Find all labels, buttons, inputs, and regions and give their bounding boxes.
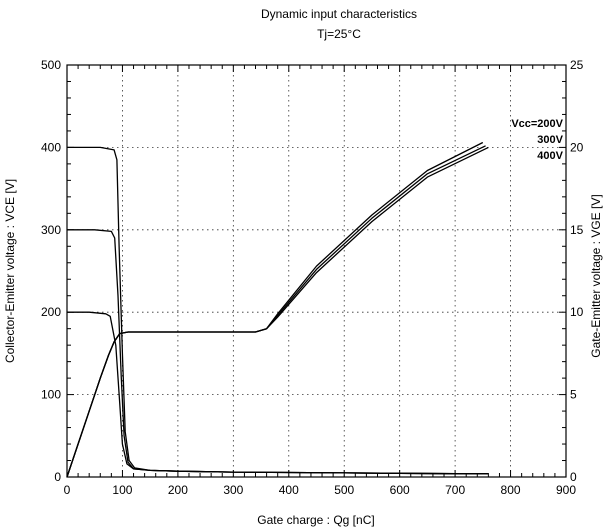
vce-curve-0 [67, 311, 489, 475]
vge-curve-4 [66, 145, 486, 478]
y-left-tick-label: 200 [41, 305, 61, 319]
x-tick-label: 600 [390, 483, 410, 497]
y-right-tick-label: 20 [570, 140, 584, 154]
vce-curve-1 [67, 229, 489, 475]
x-tick-label: 900 [556, 483, 576, 497]
vge-curve-5 [66, 146, 489, 478]
annotation-400v: 400V [537, 150, 563, 162]
chart-title: Dynamic input characteristics [261, 7, 417, 21]
y-right-tick-labels: 0 5 10 15 20 25 [570, 58, 584, 484]
grid [67, 65, 566, 477]
x-tick-label: 200 [168, 483, 188, 497]
y-left-tick-label: 0 [54, 470, 61, 484]
y-left-tick-label: 100 [41, 388, 61, 402]
x-tick-labels: 0 100 200 300 400 500 600 700 800 900 [64, 483, 577, 497]
y-left-tick-label: 500 [41, 58, 61, 72]
x-tick-label: 500 [334, 483, 354, 497]
x-tick-label: 400 [279, 483, 299, 497]
vce-curve-2 [67, 146, 489, 475]
vge-curve-3 [66, 141, 484, 478]
x-tick-label: 300 [223, 483, 243, 497]
y-right-tick-label: 5 [570, 388, 577, 402]
y-left-axis-label: Collector-Emitter voltage : VCE [V] [3, 179, 17, 363]
tick-marks [66, 64, 567, 478]
x-tick-label: 100 [112, 483, 132, 497]
x-tick-label: 0 [64, 483, 71, 497]
x-axis-label: Gate charge : Qg [nC] [257, 513, 374, 527]
y-left-tick-label: 400 [41, 140, 61, 154]
y-right-tick-label: 15 [570, 223, 584, 237]
y-right-axis-label: Gate-Emitter voltage : VGE [V] [589, 194, 603, 357]
y-right-tick-label: 0 [570, 470, 577, 484]
plot-frame [66, 64, 567, 478]
x-tick-label: 800 [501, 483, 521, 497]
y-right-tick-label: 10 [570, 305, 584, 319]
y-right-tick-label: 25 [570, 58, 584, 72]
curves [66, 141, 489, 478]
annotation-300v: 300V [537, 134, 563, 146]
annotation-vcc-200v: Vcc=200V [511, 118, 563, 130]
x-tick-label: 700 [445, 483, 465, 497]
y-left-tick-labels: 0 100 200 300 400 500 [41, 58, 61, 484]
chart-subtitle: Tj=25°C [317, 27, 361, 41]
y-left-tick-label: 300 [41, 223, 61, 237]
